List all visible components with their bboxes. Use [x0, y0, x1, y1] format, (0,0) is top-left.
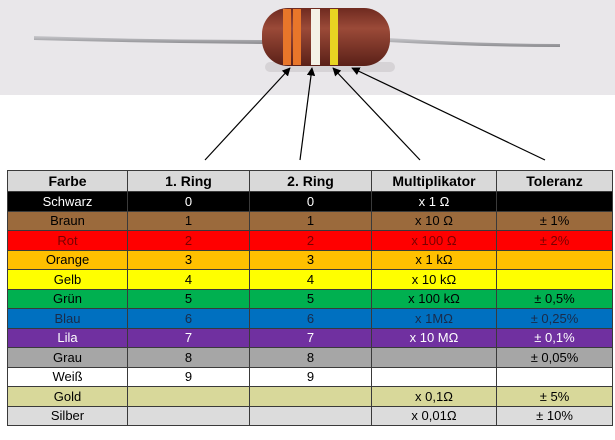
cell-ring-2: 7 — [249, 327, 372, 348]
cell-toleranz: ± 5% — [496, 386, 613, 407]
cell-toleranz: ± 1% — [496, 210, 613, 231]
cell-multiplikator: x 1MΩ — [371, 308, 497, 329]
cell-farbe: Gelb — [7, 269, 128, 290]
cell-ring-1: 7 — [127, 327, 250, 348]
cell-farbe: Blau — [7, 308, 128, 329]
cell-multiplikator: x 100 Ω — [371, 230, 497, 251]
resistor-band-white — [311, 9, 320, 65]
arrows-overlay — [204, 67, 546, 161]
table-row: Gold x 0,1Ω ± 5% — [7, 386, 613, 407]
wire-right — [388, 38, 560, 47]
cell-farbe: Grau — [7, 347, 128, 368]
cell-farbe: Rot — [7, 230, 128, 251]
cell-ring-1: 0 — [127, 191, 250, 212]
cell-toleranz: ± 10% — [496, 405, 613, 426]
cell-multiplikator: x 1 kΩ — [371, 249, 497, 270]
cell-multiplikator — [371, 366, 497, 387]
table-row: Schwarz 0 0 x 1 Ω — [7, 191, 613, 212]
cell-toleranz: ± 0,25% — [496, 308, 613, 329]
arrow-ring-1 — [204, 67, 291, 161]
cell-ring-2: 1 — [249, 210, 372, 231]
cell-toleranz — [496, 366, 613, 387]
header-ring-1: 1. Ring — [127, 170, 250, 192]
arrow-tolerance — [351, 67, 546, 161]
cell-ring-1: 2 — [127, 230, 250, 251]
cell-multiplikator: x 0,1Ω — [371, 386, 497, 407]
resistor-photo — [0, 0, 615, 95]
header-farbe: Farbe — [7, 170, 128, 192]
header-ring-2: 2. Ring — [249, 170, 372, 192]
cell-ring-2: 5 — [249, 288, 372, 309]
cell-ring-2: 3 — [249, 249, 372, 270]
cell-farbe: Silber — [7, 405, 128, 426]
cell-ring-2: 2 — [249, 230, 372, 251]
cell-ring-2: 4 — [249, 269, 372, 290]
table-row: Grau 8 8 ± 0,05% — [7, 347, 613, 368]
table-row: Weiß 9 9 — [7, 366, 613, 387]
cell-ring-2: 8 — [249, 347, 372, 368]
arrow-multiplier — [332, 67, 421, 161]
cell-farbe: Braun — [7, 210, 128, 231]
header-multiplikator: Multiplikator — [371, 170, 497, 192]
resistor-band-orange — [293, 9, 301, 65]
header-row: Farbe 1. Ring 2. Ring Multiplikator Tole… — [7, 170, 613, 192]
cell-multiplikator: x 0,01Ω — [371, 405, 497, 426]
cell-multiplikator: x 1 Ω — [371, 191, 497, 212]
cell-ring-1: 3 — [127, 249, 250, 270]
cell-multiplikator: x 10 MΩ — [371, 327, 497, 348]
cell-ring-1: 1 — [127, 210, 250, 231]
cell-farbe: Schwarz — [7, 191, 128, 212]
cell-ring-2: 6 — [249, 308, 372, 329]
cell-toleranz — [496, 191, 613, 212]
cell-multiplikator: x 10 kΩ — [371, 269, 497, 290]
resistor-band-yellow — [330, 9, 338, 65]
cell-toleranz: ± 0,1% — [496, 327, 613, 348]
header-toleranz: Toleranz — [496, 170, 613, 192]
cell-ring-1 — [127, 405, 250, 426]
cell-ring-1: 4 — [127, 269, 250, 290]
cell-ring-2 — [249, 405, 372, 426]
cell-multiplikator: x 100 kΩ — [371, 288, 497, 309]
cell-toleranz: ± 0,5% — [496, 288, 613, 309]
resistor-body — [262, 8, 390, 66]
cell-ring-1: 6 — [127, 308, 250, 329]
table-row: Silber x 0,01Ω ± 10% — [7, 405, 613, 426]
table-row: Lila 7 7 x 10 MΩ ± 0,1% — [7, 327, 613, 348]
cell-ring-2 — [249, 386, 372, 407]
resistor-band-orange — [283, 9, 291, 65]
resistor-color-code-table: Farbe 1. Ring 2. Ring Multiplikator Tole… — [7, 170, 613, 426]
cell-farbe: Gold — [7, 386, 128, 407]
table-row: Blau 6 6 x 1MΩ ± 0,25% — [7, 308, 613, 329]
table-row: Braun 1 1 x 10 Ω ± 1% — [7, 210, 613, 231]
arrow-ring-2 — [299, 67, 316, 161]
cell-ring-1 — [127, 386, 250, 407]
table-row: Grün 5 5 x 100 kΩ ± 0,5% — [7, 288, 613, 309]
cell-ring-2: 0 — [249, 191, 372, 212]
table-row: Orange 3 3 x 1 kΩ — [7, 249, 613, 270]
cell-farbe: Grün — [7, 288, 128, 309]
cell-farbe: Weiß — [7, 366, 128, 387]
cell-toleranz: ± 2% — [496, 230, 613, 251]
wire-left — [34, 36, 265, 44]
cell-toleranz — [496, 249, 613, 270]
cell-ring-1: 9 — [127, 366, 250, 387]
cell-multiplikator — [371, 347, 497, 368]
table-row: Rot 2 2 x 100 Ω ± 2% — [7, 230, 613, 251]
table-row: Gelb 4 4 x 10 kΩ — [7, 269, 613, 290]
cell-farbe: Orange — [7, 249, 128, 270]
cell-toleranz: ± 0,05% — [496, 347, 613, 368]
cell-ring-2: 9 — [249, 366, 372, 387]
cell-multiplikator: x 10 Ω — [371, 210, 497, 231]
cell-ring-1: 8 — [127, 347, 250, 368]
cell-ring-1: 5 — [127, 288, 250, 309]
cell-toleranz — [496, 269, 613, 290]
cell-farbe: Lila — [7, 327, 128, 348]
